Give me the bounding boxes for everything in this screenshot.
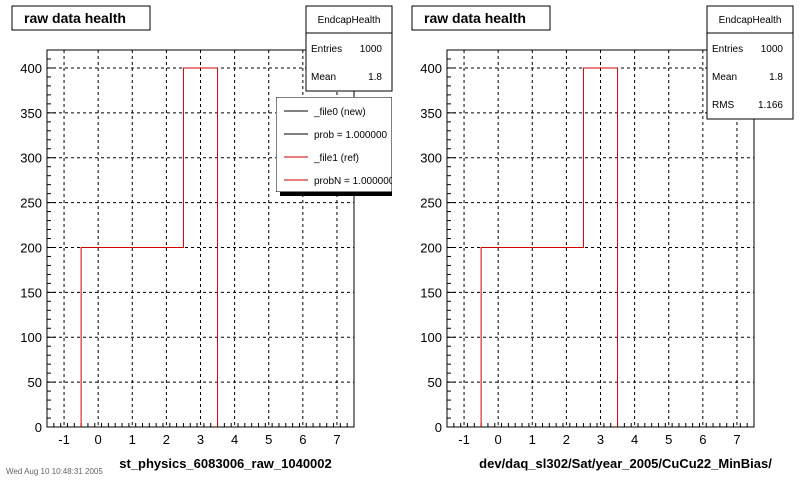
histogram-series-line — [480, 67, 619, 427]
x-tick-label: 4 — [231, 432, 238, 447]
x-tick-label: 1 — [129, 432, 136, 447]
x-tick-label: 3 — [597, 432, 604, 447]
y-tick-label: 100 — [420, 330, 442, 345]
histogram-title: raw data health — [24, 10, 126, 26]
y-tick-label: 300 — [420, 151, 442, 166]
x-tick-label: 0 — [495, 432, 502, 447]
stats-label: RMS — [712, 100, 735, 111]
x-tick-label: 7 — [733, 432, 740, 447]
y-tick-label: 150 — [420, 285, 442, 300]
stats-name: EndcapHealth — [318, 15, 381, 26]
y-tick-label: 300 — [20, 151, 42, 166]
legend-box — [276, 97, 392, 192]
histogram-bin — [583, 68, 617, 427]
x-tick-label: -1 — [458, 432, 470, 447]
histogram-bin — [183, 68, 217, 427]
stats-value: 1000 — [360, 44, 383, 55]
x-tick-label: 3 — [197, 432, 204, 447]
stats-label: Mean — [712, 72, 737, 83]
stats-box — [305, 5, 393, 92]
y-tick-label: 250 — [20, 196, 42, 211]
x-axis-label: dev/daq_sl302/Sat/year_2005/CuCu22_MinBi… — [479, 456, 772, 471]
y-tick-label: 100 — [20, 330, 42, 345]
footer-timestamp: Wed Aug 10 10:48:31 2005 — [6, 467, 103, 476]
stats-value: 1000 — [761, 44, 784, 55]
x-tick-label: 5 — [665, 432, 672, 447]
y-tick-label: 400 — [420, 61, 442, 76]
y-tick-label: 50 — [28, 375, 42, 390]
x-tick-label: 6 — [299, 432, 306, 447]
stats-value: 1.8 — [368, 72, 382, 83]
y-tick-label: 150 — [20, 285, 42, 300]
x-tick-label: 1 — [529, 432, 536, 447]
legend: _file0 (new) prob = 1.000000 _file1 (ref) p… — [276, 97, 395, 192]
histogram-series-line — [80, 67, 219, 427]
stats-label: Entries — [712, 44, 743, 55]
x-tick-label: 7 — [333, 432, 340, 447]
legend-entry-label: _file0 (new) — [313, 107, 366, 118]
x-tick-label: -1 — [58, 432, 70, 447]
y-tick-label: 350 — [420, 106, 442, 121]
legend-entry-label: probN = 1.000000 — [314, 176, 395, 187]
title-box — [11, 5, 151, 31]
histogram-panel-left: -1 0 1 2 3 4 5 6 7 0 50 100 150 200 250 300 350 400 st_phy… — [11, 5, 395, 471]
stats-value: 1.166 — [758, 100, 783, 111]
x-tick-label: 6 — [699, 432, 706, 447]
histogram-title: raw data health — [424, 10, 526, 26]
stats-name: EndcapHealth — [719, 15, 782, 26]
histogram-panel-right: -1 0 1 2 3 4 5 6 7 0 50 100 150 200 250 300 350 400 dev/da… — [411, 5, 794, 471]
x-tick-label: 2 — [563, 432, 570, 447]
legend-entry-label: prob = 1.000000 — [314, 130, 388, 141]
y-tick-label: 0 — [435, 420, 442, 435]
y-tick-label: 200 — [420, 240, 442, 255]
title-box — [411, 5, 551, 31]
y-tick-label: 50 — [428, 375, 442, 390]
y-tick-label: 400 — [20, 61, 42, 76]
x-tick-label: 2 — [163, 432, 170, 447]
legend-entry-label: _file1 (ref) — [313, 153, 359, 164]
y-tick-label: 250 — [420, 196, 442, 211]
y-tick-label: 350 — [20, 106, 42, 121]
stats-label: Mean — [311, 72, 336, 83]
x-tick-label: 0 — [95, 432, 102, 447]
y-tick-label: 0 — [35, 420, 42, 435]
stats-box — [706, 5, 794, 120]
y-tick-label: 200 — [20, 240, 42, 255]
x-tick-label: 5 — [265, 432, 272, 447]
x-axis-label: st_physics_6083006_raw_1040002 — [119, 456, 332, 471]
stats-label: Entries — [311, 44, 342, 55]
stats-value: 1.8 — [769, 72, 783, 83]
x-tick-label: 4 — [631, 432, 638, 447]
